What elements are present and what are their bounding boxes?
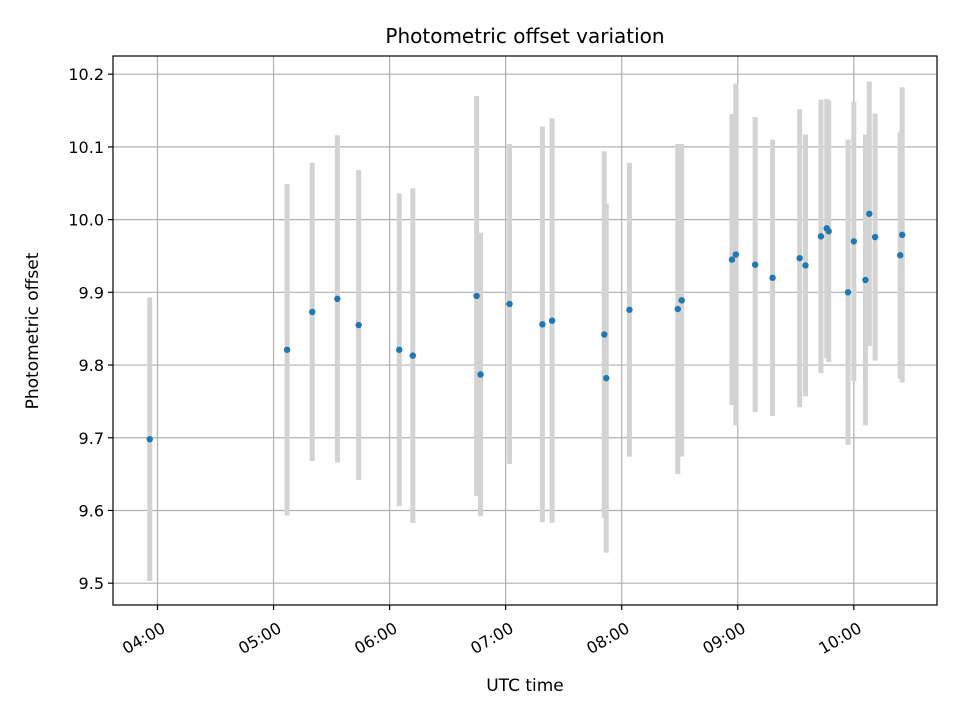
y-axis-title: Photometric offset [23,252,43,409]
data-point [871,233,879,241]
data-point [409,352,417,359]
data-point [473,292,480,300]
y-tick-label: 9.9 [79,283,104,302]
data-point [732,251,740,258]
data-point [334,295,341,303]
data-point [506,300,513,308]
data-point [626,306,633,313]
data-point [802,262,809,269]
y-tick-label: 9.5 [79,574,104,593]
chart-title: Photometric offset variation [385,24,664,48]
data-point [862,276,869,284]
data-point [825,228,832,235]
plot-frame [112,55,938,606]
data-point [539,321,546,328]
data-point [146,436,153,443]
data-point [548,317,556,324]
data-point [601,331,608,338]
data-point [678,297,685,304]
data-point [309,308,316,316]
data-point [674,305,682,313]
data-point [898,231,906,239]
y-tick-label: 9.7 [79,429,104,448]
data-points [146,210,906,443]
data-point [396,346,403,353]
x-axis-title: UTC time [486,676,564,696]
data-point [866,210,873,217]
y-tick-label: 9.6 [79,501,104,520]
y-tick-label: 9.8 [79,356,104,375]
y-tick-label: 10.1 [68,138,104,157]
data-point [850,238,858,245]
y-tick-label: 10.2 [68,65,104,84]
data-point [751,261,759,268]
y-axis: 9.5 9.6 9.7 9.8 9.9 10.0 10.1 10.2 [68,65,113,593]
data-point [769,274,776,281]
data-point [844,289,852,296]
data-point [603,374,610,382]
y-tick-label: 10.0 [68,211,104,230]
data-point [817,233,825,240]
data-point [728,256,736,263]
data-point [897,252,904,259]
data-point [477,371,484,378]
data-point [796,254,803,262]
data-point [355,321,362,329]
data-point [283,346,291,353]
